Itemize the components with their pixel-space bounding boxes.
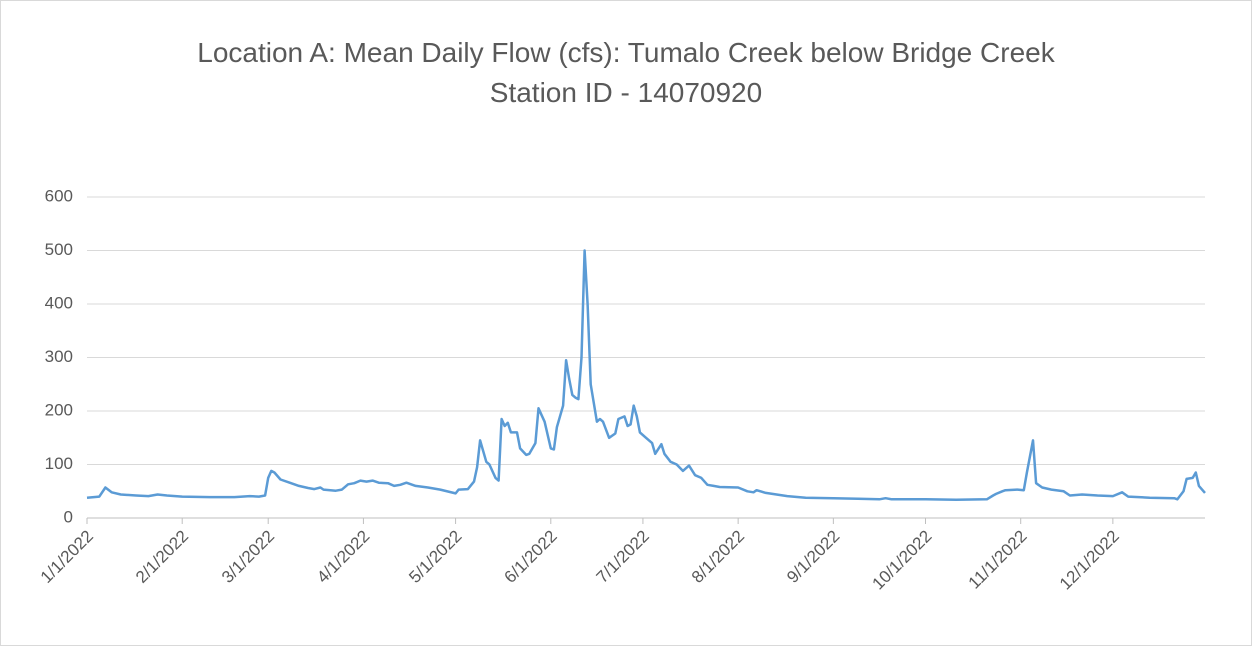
x-tick-label: 9/1/2022: [783, 527, 843, 587]
chart-title: Location A: Mean Daily Flow (cfs): Tumal…: [197, 37, 1055, 68]
x-tick-label: 1/1/2022: [37, 527, 97, 587]
y-tick-label: 200: [45, 400, 73, 419]
titles: Location A: Mean Daily Flow (cfs): Tumal…: [176, 33, 1076, 113]
x-tick-label: 5/1/2022: [405, 527, 465, 587]
x-tick-label: 6/1/2022: [501, 527, 561, 587]
y-tick-label: 400: [45, 293, 73, 312]
x-tick-label: 11/1/2022: [965, 527, 1031, 593]
y-tick-label: 100: [45, 454, 73, 473]
y-tick-label: 600: [45, 186, 73, 205]
x-tick-label: 7/1/2022: [593, 527, 653, 587]
x-tick-label: 4/1/2022: [313, 527, 373, 587]
y-tick-label: 500: [45, 240, 73, 259]
x-tick-label: 10/1/2022: [869, 527, 936, 594]
y-tick-label: 0: [64, 507, 73, 526]
x-tick-label: 8/1/2022: [688, 527, 748, 587]
data-line: [86, 249, 1206, 502]
chart-subtitle: Station ID - 14070920: [489, 77, 763, 108]
x-tick-label: 3/1/2022: [218, 527, 278, 587]
y-tick-label: 300: [45, 347, 73, 366]
x-tick-label: 12/1/2022: [1056, 527, 1123, 594]
x-tick-label: 2/1/2022: [132, 527, 192, 587]
